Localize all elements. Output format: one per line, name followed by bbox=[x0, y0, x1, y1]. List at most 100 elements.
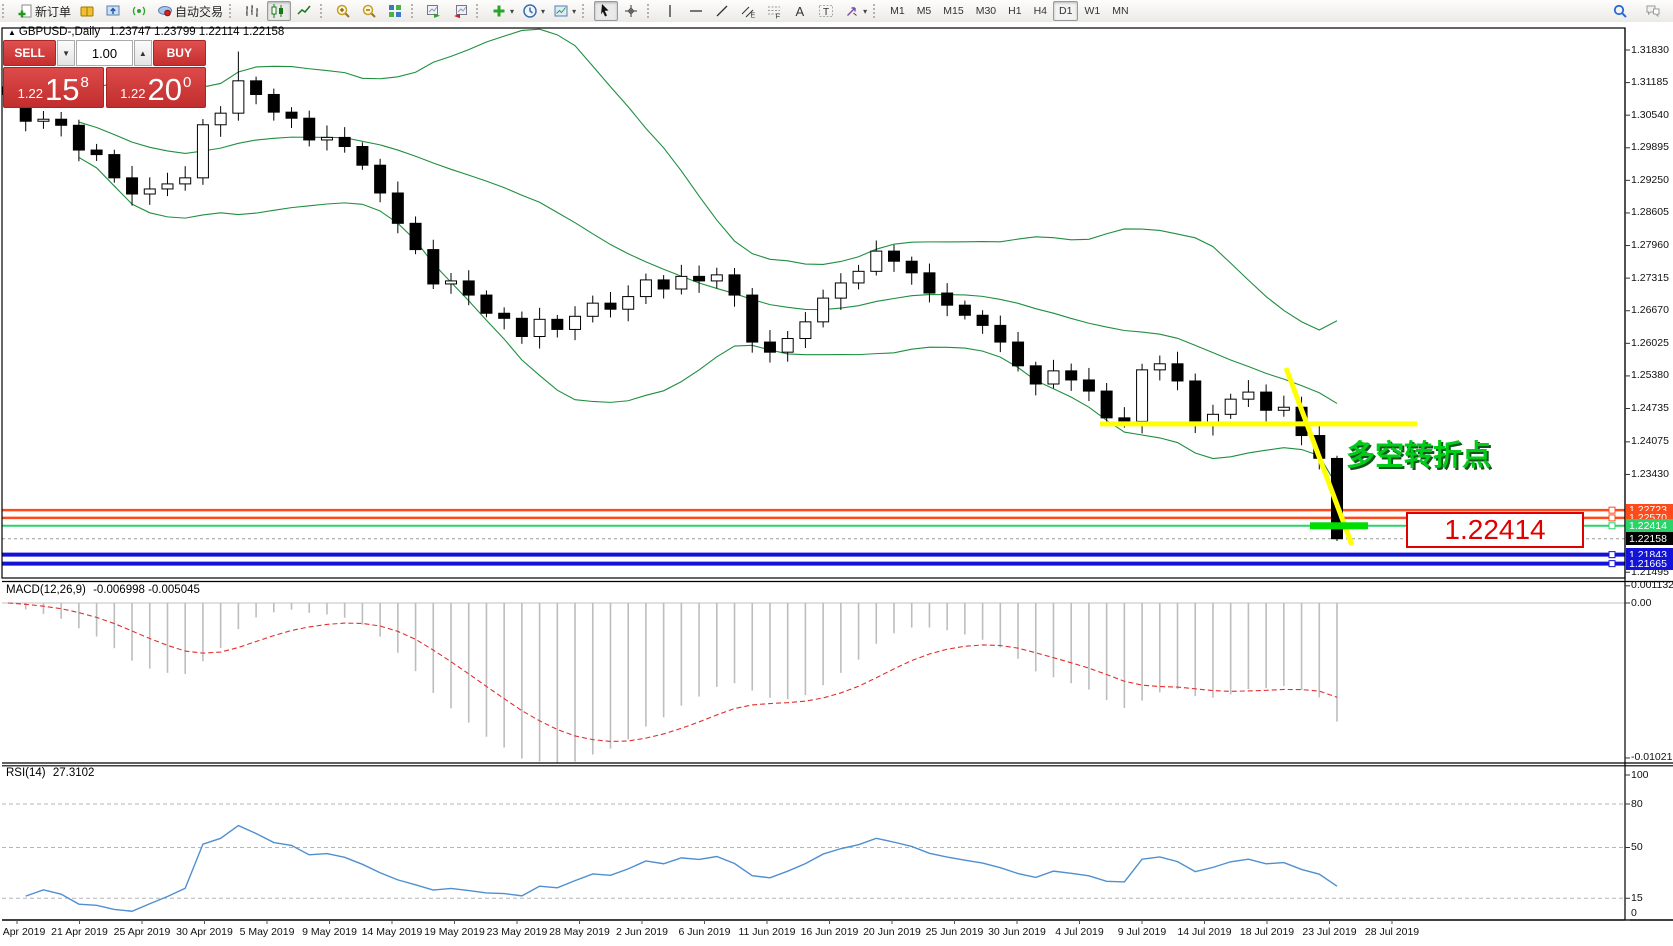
templates-caret-icon[interactable]: ▾ bbox=[572, 6, 577, 16]
indicators-button[interactable]: ▾ bbox=[488, 1, 517, 21]
new-order-button[interactable]: 新订单 bbox=[14, 1, 74, 21]
price-tick-label: 1.31830 bbox=[1631, 43, 1669, 56]
toolbar-handle-insert[interactable] bbox=[476, 4, 485, 18]
volume-decrease-button[interactable]: ▼ bbox=[57, 40, 75, 66]
zoom-out-button[interactable] bbox=[358, 1, 382, 21]
macd-label: MACD(12,26,9) -0.006998 -0.005045 bbox=[6, 584, 200, 596]
periods-button[interactable]: ▾ bbox=[519, 1, 548, 21]
line-marker[interactable] bbox=[1608, 506, 1616, 514]
cursor-button[interactable] bbox=[594, 1, 619, 21]
trendline-icon bbox=[716, 5, 728, 17]
timeframe-D1-button[interactable]: D1 bbox=[1053, 1, 1079, 21]
sell-price[interactable]: 1.22 15 8 bbox=[3, 67, 104, 108]
timeframe-W1-button[interactable]: W1 bbox=[1084, 5, 1101, 17]
collapse-arrow-icon[interactable]: ▲ bbox=[8, 28, 16, 37]
price-callout-box[interactable]: 1.22414 bbox=[1406, 512, 1584, 548]
fibonacci-icon: F bbox=[768, 6, 781, 19]
date-tick-label: 16 Jun 2019 bbox=[800, 926, 859, 938]
date-tick-label: 25 Apr 2019 bbox=[113, 926, 171, 938]
line-marker[interactable] bbox=[1608, 560, 1616, 568]
price-tick-label: 1.24735 bbox=[1631, 402, 1669, 414]
vertical-line-button[interactable] bbox=[659, 1, 683, 21]
toolbar-group-pointer bbox=[593, 0, 645, 22]
toolbar-handle-pointer[interactable] bbox=[582, 4, 591, 18]
bar-chart-button[interactable] bbox=[241, 1, 265, 21]
zoom-in-button[interactable] bbox=[332, 1, 356, 21]
toolbar-handle-trade[interactable] bbox=[2, 4, 11, 18]
rsi-tick-label: 15 bbox=[1631, 891, 1643, 904]
toolbar-handle-scroll[interactable] bbox=[411, 4, 420, 18]
rsi-tick-label: 100 bbox=[1631, 768, 1649, 781]
toolbar-handle-draw[interactable] bbox=[647, 4, 656, 18]
periods-caret-icon[interactable]: ▾ bbox=[541, 6, 546, 16]
horizontal-line-button[interactable] bbox=[685, 1, 709, 21]
price-tick-label: 1.29895 bbox=[1631, 141, 1669, 154]
toolbar-handle-zoom[interactable] bbox=[320, 4, 329, 18]
date-tick-label: 2 Jun 2019 bbox=[616, 926, 668, 938]
templates-button[interactable]: ▾ bbox=[550, 1, 579, 21]
date-tick-label: 21 Apr 2019 bbox=[51, 926, 108, 938]
arrows-button[interactable]: ▾ bbox=[841, 1, 870, 21]
price-tick-label: 1.25380 bbox=[1631, 369, 1669, 382]
crosshair-button[interactable] bbox=[620, 1, 644, 21]
buy-price[interactable]: 1.22 20 0 bbox=[105, 67, 206, 108]
toolbar-handle-chart-type[interactable] bbox=[229, 4, 238, 18]
text-label-button[interactable]: T bbox=[815, 1, 839, 21]
timeframe-H4-button[interactable]: H4 bbox=[1033, 5, 1048, 17]
price-tick-label: 1.27315 bbox=[1631, 271, 1669, 284]
timeframe-H1-button[interactable]: H1 bbox=[1008, 5, 1022, 17]
chart-shift-button[interactable] bbox=[449, 1, 473, 21]
templates-icon bbox=[554, 5, 568, 17]
date-tick-label: 14 Jul 2019 bbox=[1177, 926, 1232, 938]
auto-scroll-button[interactable] bbox=[423, 1, 447, 21]
line-marker[interactable] bbox=[1608, 551, 1616, 559]
indicators-caret-icon[interactable]: ▾ bbox=[510, 6, 515, 16]
search-button[interactable] bbox=[1609, 1, 1633, 21]
text-label-icon: T bbox=[819, 5, 834, 18]
yellow-trendlines[interactable] bbox=[1100, 367, 1417, 546]
auto-trading-button[interactable]: 自动交易 bbox=[154, 1, 226, 21]
level-lines[interactable] bbox=[2, 506, 1625, 568]
timeframe-M30-button[interactable]: M30 bbox=[975, 5, 997, 17]
publish-button[interactable] bbox=[102, 1, 126, 21]
volume-input[interactable]: 1.00 bbox=[75, 40, 134, 66]
text-button[interactable]: A bbox=[789, 1, 813, 21]
price-tick-label: 1.30540 bbox=[1631, 108, 1669, 121]
timeframe-M15-button[interactable]: M15 bbox=[943, 5, 964, 17]
bold-green-segment[interactable] bbox=[1310, 522, 1368, 530]
history-center-button[interactable] bbox=[76, 1, 100, 21]
line-marker[interactable] bbox=[1608, 522, 1616, 530]
price-tick-label: 1.26025 bbox=[1631, 336, 1669, 349]
line-marker[interactable] bbox=[1608, 514, 1616, 522]
equidistant-channel-button[interactable]: E bbox=[737, 1, 761, 21]
trendline-button[interactable] bbox=[711, 1, 735, 21]
publish-icon bbox=[106, 5, 120, 16]
sell-button[interactable]: SELL bbox=[3, 40, 57, 66]
chart-shift-icon bbox=[454, 5, 468, 19]
rsi-line bbox=[25, 824, 1338, 912]
volume-increase-button[interactable]: ▲ bbox=[134, 40, 152, 66]
sell-price-sup: 8 bbox=[80, 74, 89, 91]
rsi-name: RSI(14) bbox=[6, 767, 46, 779]
timeframe-MN-button[interactable]: MN bbox=[1112, 5, 1129, 17]
arrows-caret-icon[interactable]: ▾ bbox=[863, 6, 868, 16]
turning-point-annotation[interactable]: 多空转折点 bbox=[1346, 440, 1492, 472]
fibonacci-button[interactable]: F bbox=[763, 1, 787, 21]
tile-windows-button[interactable] bbox=[384, 1, 408, 21]
timeframe-M5-button[interactable]: M5 bbox=[916, 5, 932, 17]
line-chart-button[interactable] bbox=[293, 1, 317, 21]
toolbar-group-timeframes: M1 M5 M15 M30 H1 H4 D1 W1 MN bbox=[884, 0, 1134, 22]
price-tick-label: 1.27960 bbox=[1631, 239, 1669, 252]
horizontal-line-icon bbox=[690, 10, 703, 12]
price-level-label-1.22158: 1.22158 bbox=[1626, 532, 1673, 546]
yellow-diagonal-line[interactable] bbox=[1283, 367, 1355, 546]
signals-button[interactable] bbox=[128, 1, 152, 21]
buy-button[interactable]: BUY bbox=[152, 40, 206, 66]
arrows-icon bbox=[847, 7, 857, 16]
toolbar-handle-timeframes[interactable] bbox=[873, 4, 882, 18]
price-tick-label: 1.29250 bbox=[1631, 173, 1669, 186]
candle-chart-button[interactable] bbox=[267, 1, 292, 21]
chat-button[interactable] bbox=[1642, 1, 1666, 21]
date-tick-label: 28 Jul 2019 bbox=[1364, 926, 1420, 938]
timeframe-M1-button[interactable]: M1 bbox=[890, 5, 905, 17]
